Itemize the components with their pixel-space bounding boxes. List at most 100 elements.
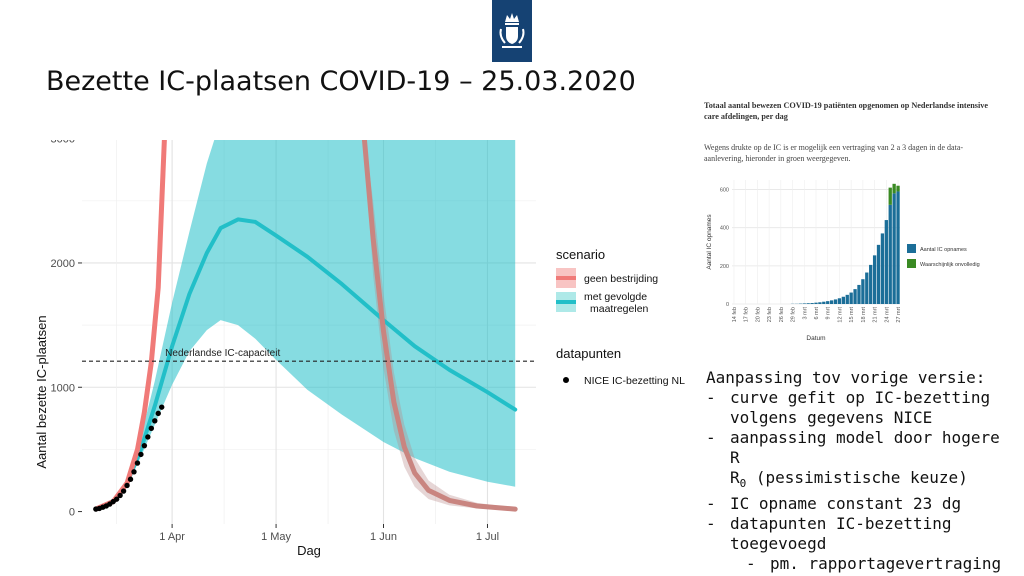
mini-legend-key-onvolledig	[907, 259, 916, 268]
series-band-geen-bestrijding	[364, 140, 516, 511]
mini-bar	[845, 294, 849, 304]
mini-y-axis-label: Aantal IC opnames	[706, 214, 713, 270]
notes-heading: Aanpassing tov vorige versie:	[706, 368, 986, 387]
note-text: aanpassing model door hogere R	[730, 428, 1000, 467]
note-text: pm. rapportagevertraging	[770, 554, 1002, 574]
data-point	[159, 404, 165, 410]
mini-x-tick-label: 9 mrt	[826, 307, 832, 320]
mini-y-tick-label: 400	[720, 226, 729, 232]
mini-bar	[869, 264, 873, 304]
data-point	[120, 488, 127, 494]
x-tick-label: 1 Apr	[159, 531, 185, 543]
legend-key-datapunten	[563, 377, 569, 383]
mini-x-tick-label: 23 feb	[767, 307, 773, 322]
mini-x-tick-label: 20 feb	[755, 307, 761, 322]
ic-admissions-subtitle: Wegens drukte op de IC is er mogelijk ee…	[704, 143, 964, 163]
y-tick-label: 0	[69, 507, 75, 519]
note-text: datapunten IC-bezetting toegevoegd	[730, 514, 952, 554]
government-logo	[492, 0, 532, 62]
mini-legend-label: Aantal IC opnames	[920, 247, 967, 253]
mini-bar	[861, 279, 865, 304]
note-text-suffix: (pessimistische keuze)	[746, 468, 968, 487]
series-line-met-gevolgde-maatregelen	[93, 217, 518, 512]
mini-y-tick-label: 200	[720, 264, 729, 270]
note-text: IC opname constant 23 dg	[730, 494, 962, 514]
mini-y-tick-label: 600	[720, 188, 729, 194]
mini-bar	[857, 284, 861, 304]
data-point	[113, 496, 120, 502]
mini-x-tick-label: 14 feb	[732, 307, 738, 322]
data-point	[138, 451, 144, 458]
mini-bar-incomplete	[888, 187, 892, 205]
y-tick-label: 2000	[51, 258, 75, 270]
mini-bar	[896, 191, 900, 304]
mini-x-tick-label: 15 mrt	[849, 307, 855, 323]
legend-label-line: met gevolgde	[584, 291, 647, 303]
mini-bar	[829, 300, 834, 304]
mini-x-tick-label: 27 mrt	[896, 307, 902, 323]
data-point	[148, 425, 155, 431]
r-zero-subscript: 0	[739, 477, 747, 491]
mini-bar	[814, 302, 818, 304]
mini-bar	[818, 302, 822, 304]
mini-x-axis-label: Datum	[806, 335, 825, 342]
mini-x-tick-label: 6 mrt	[814, 307, 820, 320]
note-subitem: pm. rapportagevertraging	[706, 554, 1016, 574]
ic-admissions-panel: Totaal aantal bewezen COVID-19 patiënten…	[704, 100, 994, 350]
mini-bar	[837, 298, 842, 304]
x-tick-label: 1 May	[261, 531, 291, 543]
mini-bar	[833, 299, 838, 304]
crown-emblem-icon	[499, 13, 525, 48]
mini-bar	[865, 272, 869, 304]
x-tick-label: 1 Jun	[370, 531, 397, 543]
mini-bar-incomplete	[892, 183, 896, 194]
data-point	[117, 492, 123, 499]
data-point	[127, 476, 134, 482]
data-point	[124, 482, 130, 489]
series-band-met-gevolgde-maatregelen	[95, 140, 516, 510]
legend-label-line: maatregelen	[590, 303, 649, 315]
mini-bar	[872, 255, 877, 304]
y-tick-label: 1000	[51, 382, 75, 394]
mini-bar	[849, 292, 853, 304]
mini-bar	[826, 301, 830, 304]
mini-legend-key-ic-opnames	[907, 244, 916, 253]
mini-x-tick-label: 21 mrt	[873, 307, 879, 323]
ic-occupancy-chart: Nederlandse IC-capaciteit 0 1000 2000 3000 1…	[34, 140, 685, 558]
series-line-geen-bestrijding	[361, 140, 518, 512]
mini-x-tick-label: 12 mrt	[837, 307, 843, 323]
note-item: curve gefit op IC-bezetting volgens gege…	[706, 388, 1016, 428]
legend-title-scenario: scenario	[556, 247, 605, 262]
x-axis-label: Dag	[297, 543, 321, 558]
mini-x-tick-label: 29 feb	[791, 307, 797, 322]
slide-title: Bezette IC-plaatsen COVID-19 – 25.03.202…	[46, 66, 636, 97]
note-text: curve gefit op IC-bezetting volgens gege…	[730, 388, 991, 427]
mini-bar	[802, 303, 806, 304]
mini-bar	[853, 289, 857, 304]
legend-title-datapunten: datapunten	[556, 346, 621, 361]
mini-x-tick-label: 3 mrt	[802, 307, 808, 320]
note-item: IC opname constant 23 dg	[706, 494, 1016, 514]
mini-bar	[822, 301, 826, 304]
mini-bar	[841, 296, 846, 304]
y-tick-label: 3000	[51, 140, 75, 146]
y-axis-label: Aantal bezette IC-plaatsen	[34, 315, 49, 468]
mini-legend-label: Waarschijnlijk onvolledig	[920, 262, 980, 268]
ic-admissions-chart: 0 200 400 600 14 feb 17 feb 20 feb 23 feb 26 feb…	[706, 180, 980, 342]
mini-bar	[806, 303, 810, 304]
mini-y-tick-label: 0	[726, 302, 729, 308]
mini-bar	[888, 204, 892, 304]
mini-bar	[876, 244, 881, 304]
mini-bar	[880, 233, 885, 304]
mini-x-tick-label: 17 feb	[744, 307, 750, 322]
capacity-reference-label: Nederlandse IC-capaciteit	[165, 348, 280, 359]
mini-bar	[892, 193, 896, 304]
data-point	[152, 418, 158, 424]
data-point	[155, 410, 161, 417]
legend-label-nice: NICE IC-bezetting NL	[584, 375, 685, 387]
mini-bar-incomplete	[896, 185, 900, 192]
mini-x-tick-label: 26 feb	[779, 307, 785, 322]
ic-admissions-title: Totaal aantal bewezen COVID-19 patiënten…	[704, 101, 988, 121]
changes-notes: Aanpassing tov vorige versie: curve gefi…	[706, 368, 1016, 574]
data-point	[134, 460, 141, 466]
